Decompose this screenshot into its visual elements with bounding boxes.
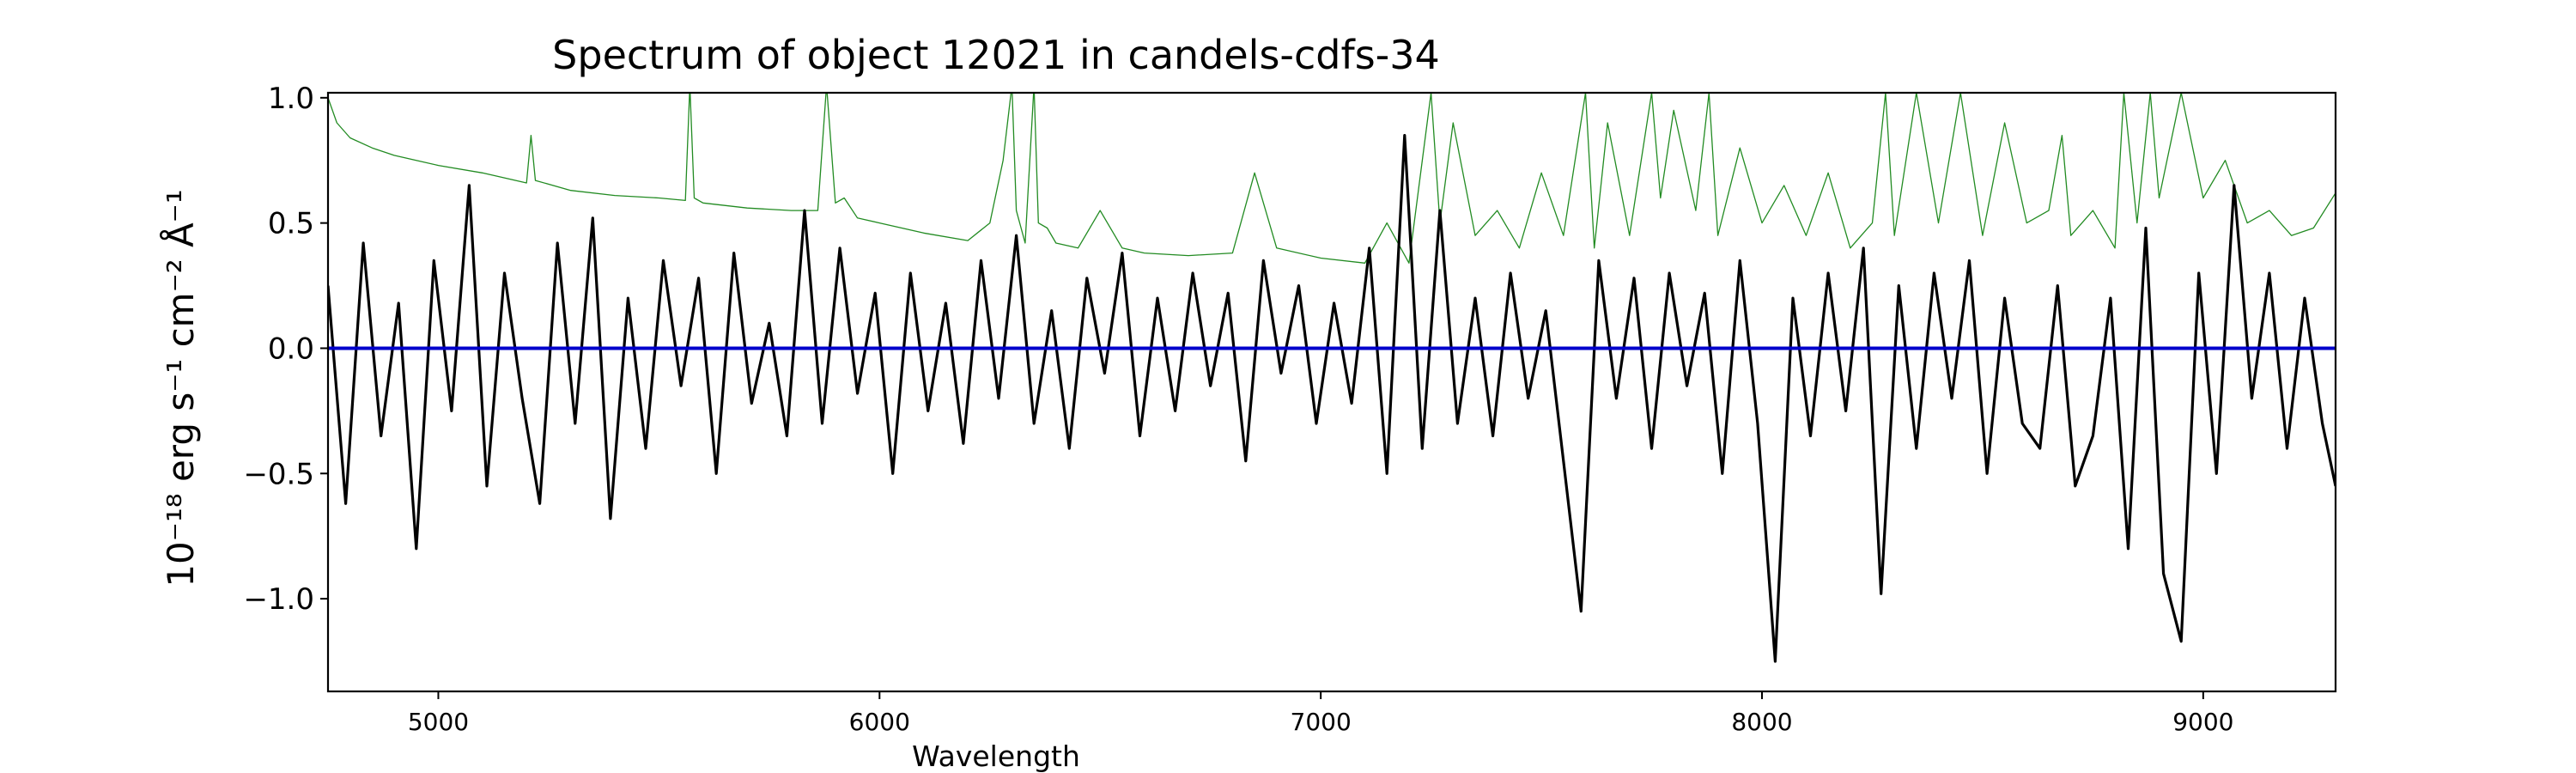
- y-tick-label: 0.0: [268, 332, 314, 366]
- x-tick-label: 8000: [1731, 708, 1792, 736]
- plot-lines: [328, 93, 2336, 663]
- plot-frame: [326, 91, 2337, 693]
- y-tick-label: 1.0: [268, 82, 314, 116]
- series-flux-line: [328, 134, 2336, 663]
- x-axis-label: Wavelength: [912, 740, 1080, 773]
- y-axis-label: 10⁻¹⁸ erg s⁻¹ cm⁻² Å⁻¹: [159, 189, 202, 587]
- x-tick-label: 7000: [1291, 708, 1352, 736]
- axes: 1.0 0.5 0.0 −0.5 −1.0 5000 6000 7000 8000 9000: [243, 82, 2337, 736]
- x-tick-label: 6000: [849, 708, 910, 736]
- y-tick-label: −1.0: [243, 582, 314, 617]
- y-tick-label: −0.5: [243, 457, 314, 491]
- series-error-line: [328, 93, 2336, 264]
- x-tick-label: 9000: [2172, 708, 2233, 736]
- y-tick-label: 0.5: [268, 207, 314, 241]
- x-tick-label: 5000: [408, 708, 469, 736]
- chart-title: Spectrum of object 12021 in candels-cdfs…: [552, 32, 1440, 78]
